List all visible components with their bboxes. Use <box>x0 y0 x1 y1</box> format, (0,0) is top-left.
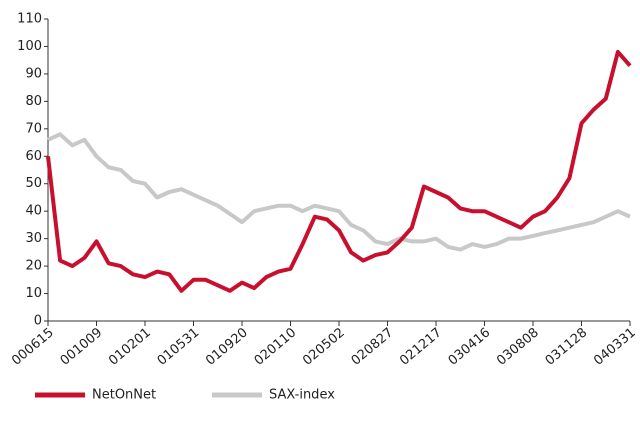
y-tick-label: 20 <box>25 259 42 274</box>
x-tick-label: 000615 <box>9 325 57 368</box>
y-tick-label: 0 <box>34 314 42 329</box>
x-tick-label: 031128 <box>543 325 591 368</box>
y-tick-label: 50 <box>25 176 42 191</box>
y-tick-label: 10 <box>25 286 42 301</box>
y-tick-label: 90 <box>25 66 42 81</box>
x-tick-label: 030808 <box>494 325 542 368</box>
x-tick-label: 020827 <box>349 325 397 368</box>
x-tick-label: 001009 <box>58 325 106 368</box>
x-tick-label: 020502 <box>300 325 348 368</box>
x-tick-label: 010920 <box>203 325 251 368</box>
y-tick-label: 70 <box>25 121 42 136</box>
series-line <box>46 49 632 293</box>
y-tick-label: 30 <box>25 231 42 246</box>
legend-label: SAX-index <box>269 388 335 403</box>
y-tick-label: 40 <box>25 204 42 219</box>
series-line <box>47 132 631 252</box>
y-tick-label: 80 <box>25 94 42 109</box>
x-tick-label: 020110 <box>252 325 300 368</box>
x-tick-label: 030416 <box>446 325 494 368</box>
x-tick-label: 010531 <box>155 325 203 368</box>
legend-label: NetOnNet <box>92 388 156 403</box>
x-tick-label: 040331 <box>591 325 639 368</box>
y-tick-label: 110 <box>17 12 42 27</box>
x-tick-label: 010201 <box>106 325 154 368</box>
x-tick-label: 021217 <box>397 325 445 368</box>
y-tick-label: 100 <box>17 39 42 54</box>
y-tick-label: 60 <box>25 149 42 164</box>
